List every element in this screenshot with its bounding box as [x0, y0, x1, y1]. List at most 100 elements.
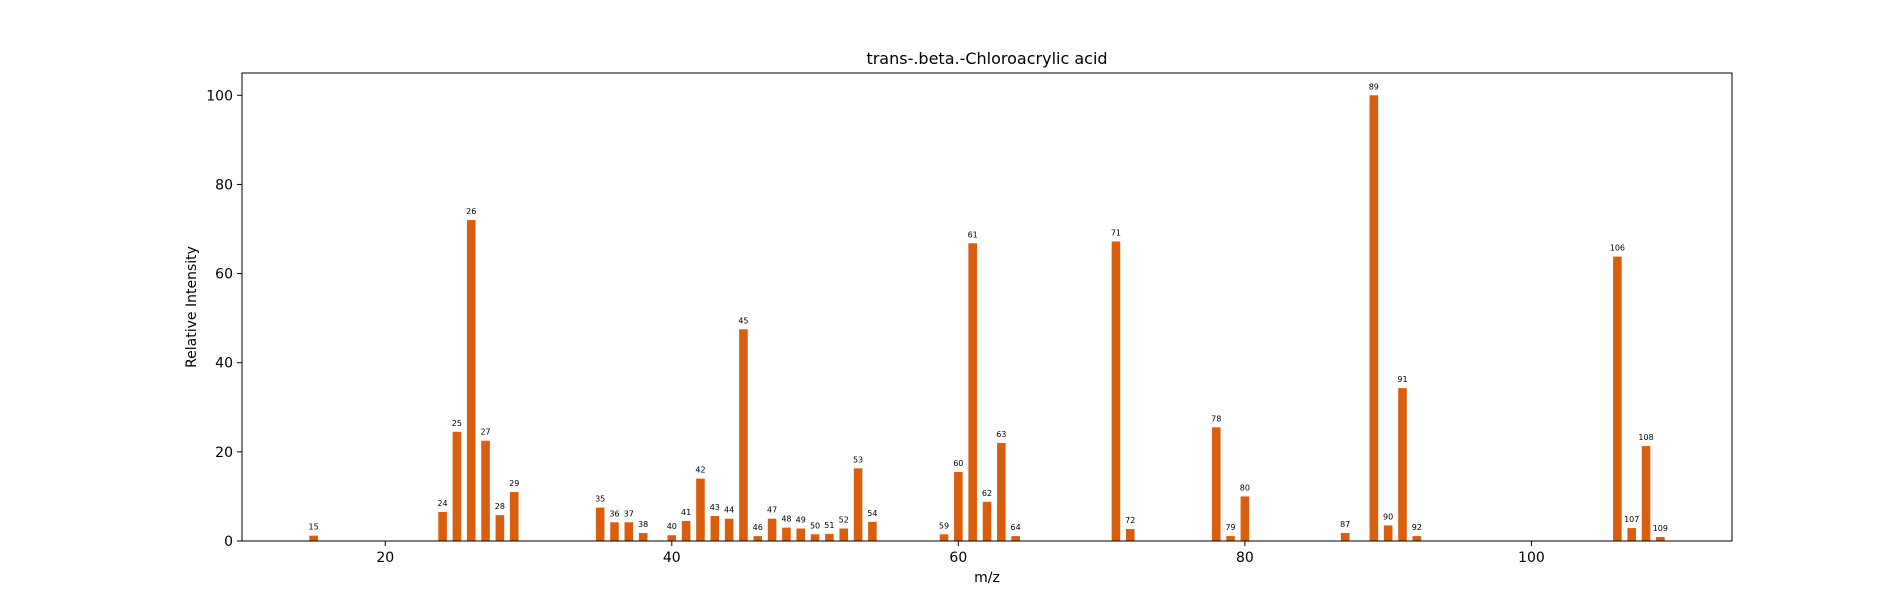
bar-mz-79: [1226, 536, 1235, 541]
data-label-mz-78: 78: [1211, 414, 1221, 423]
data-label-mz-15: 15: [309, 523, 319, 532]
x-tick-label-40: 40: [663, 550, 681, 566]
data-label-mz-59: 59: [939, 521, 949, 530]
data-label-mz-52: 52: [839, 516, 849, 525]
y-axis-ticks: 0 20 40 60 80 100: [206, 88, 242, 550]
data-label-mz-48: 48: [781, 515, 791, 524]
data-label-mz-28: 28: [495, 502, 505, 511]
y-axis-label: Relative Intensity: [184, 246, 200, 368]
data-label-mz-54: 54: [867, 509, 877, 518]
plot-frame: [242, 73, 1732, 541]
data-label-mz-37: 37: [624, 509, 634, 518]
bar-mz-61: [968, 243, 977, 541]
bar-mz-72: [1126, 529, 1135, 541]
data-label-mz-92: 92: [1412, 523, 1422, 532]
data-label-mz-27: 27: [480, 428, 490, 437]
bar-mz-53: [854, 468, 863, 541]
bar-mz-27: [481, 441, 490, 541]
data-label-mz-53: 53: [853, 455, 863, 464]
data-label-mz-45: 45: [738, 316, 748, 325]
bar-mz-107: [1627, 528, 1636, 541]
bar-mz-35: [596, 508, 605, 541]
bar-mz-36: [610, 522, 619, 541]
data-label-mz-60: 60: [953, 459, 963, 468]
bar-mz-50: [811, 534, 820, 541]
data-label-mz-71: 71: [1111, 228, 1121, 237]
x-axis-ticks: 20 40 60 80 100: [376, 541, 1544, 566]
bar-mz-87: [1341, 533, 1350, 541]
y-tick-label-60: 60: [215, 267, 233, 283]
bar-mz-51: [825, 534, 834, 541]
y-tick-label-40: 40: [215, 356, 233, 372]
bar-mz-52: [839, 529, 848, 541]
bar-mz-92: [1413, 536, 1422, 541]
x-axis-label: m/z: [974, 570, 1000, 586]
bar-mz-15: [309, 536, 318, 541]
x-tick-label-60: 60: [949, 550, 967, 566]
data-label-mz-62: 62: [982, 489, 992, 498]
y-tick-label-100: 100: [206, 88, 233, 104]
x-tick-label-80: 80: [1236, 550, 1254, 566]
data-label-mz-89: 89: [1369, 82, 1379, 91]
data-labels-group: 15 24 25 26 27 28 29 35 36 37 38 40 41 42 43 44 45 46 47 48…: [309, 82, 1668, 533]
data-label-mz-63: 63: [996, 430, 1006, 439]
data-label-mz-25: 25: [452, 419, 462, 428]
bar-mz-80: [1241, 496, 1250, 541]
bar-mz-90: [1384, 525, 1393, 541]
data-label-mz-106: 106: [1610, 244, 1625, 253]
x-tick-label-20: 20: [376, 550, 394, 566]
data-label-mz-42: 42: [695, 466, 705, 475]
data-label-mz-61: 61: [968, 230, 978, 239]
data-label-mz-43: 43: [710, 503, 720, 512]
data-label-mz-44: 44: [724, 506, 734, 515]
bar-mz-63: [997, 443, 1006, 541]
data-label-mz-49: 49: [796, 516, 806, 525]
bar-mz-91: [1398, 388, 1407, 541]
data-label-mz-36: 36: [609, 509, 619, 518]
bar-mz-24: [438, 512, 447, 541]
bar-mz-41: [682, 521, 691, 541]
data-label-mz-29: 29: [509, 479, 519, 488]
bar-mz-37: [625, 522, 634, 541]
bar-mz-26: [467, 220, 476, 541]
bar-mz-89: [1370, 95, 1379, 541]
data-label-mz-35: 35: [595, 495, 605, 504]
bar-mz-40: [668, 535, 677, 541]
bar-mz-106: [1613, 257, 1622, 541]
data-label-mz-47: 47: [767, 506, 777, 515]
bar-mz-45: [739, 329, 748, 541]
data-label-mz-51: 51: [824, 521, 834, 530]
y-tick-label-0: 0: [224, 534, 233, 550]
bar-mz-47: [768, 519, 777, 541]
bar-mz-46: [753, 536, 762, 541]
data-label-mz-90: 90: [1383, 512, 1393, 521]
y-tick-label-80: 80: [215, 177, 233, 193]
bar-mz-108: [1642, 446, 1651, 541]
bar-mz-25: [453, 432, 462, 541]
x-tick-label-100: 100: [1518, 550, 1545, 566]
data-label-mz-40: 40: [667, 522, 677, 531]
chart-title: trans-.beta.-Chloroacrylic acid: [866, 49, 1107, 68]
data-label-mz-38: 38: [638, 520, 648, 529]
data-label-mz-79: 79: [1225, 523, 1235, 532]
bars-group: [309, 95, 1664, 541]
y-tick-label-20: 20: [215, 445, 233, 461]
bar-mz-54: [868, 522, 877, 541]
data-label-mz-80: 80: [1240, 483, 1250, 492]
bar-mz-109: [1656, 537, 1665, 541]
data-label-mz-26: 26: [466, 207, 476, 216]
data-label-mz-50: 50: [810, 521, 820, 530]
data-label-mz-41: 41: [681, 508, 691, 517]
bar-mz-48: [782, 528, 791, 541]
bar-mz-60: [954, 472, 963, 541]
data-label-mz-108: 108: [1638, 433, 1653, 442]
data-label-mz-72: 72: [1125, 516, 1135, 525]
bar-mz-38: [639, 533, 648, 541]
data-label-mz-91: 91: [1397, 375, 1407, 384]
bar-mz-64: [1011, 536, 1020, 541]
bar-mz-42: [696, 479, 705, 541]
bar-mz-28: [496, 515, 505, 541]
data-label-mz-24: 24: [437, 499, 447, 508]
bar-mz-44: [725, 519, 734, 541]
